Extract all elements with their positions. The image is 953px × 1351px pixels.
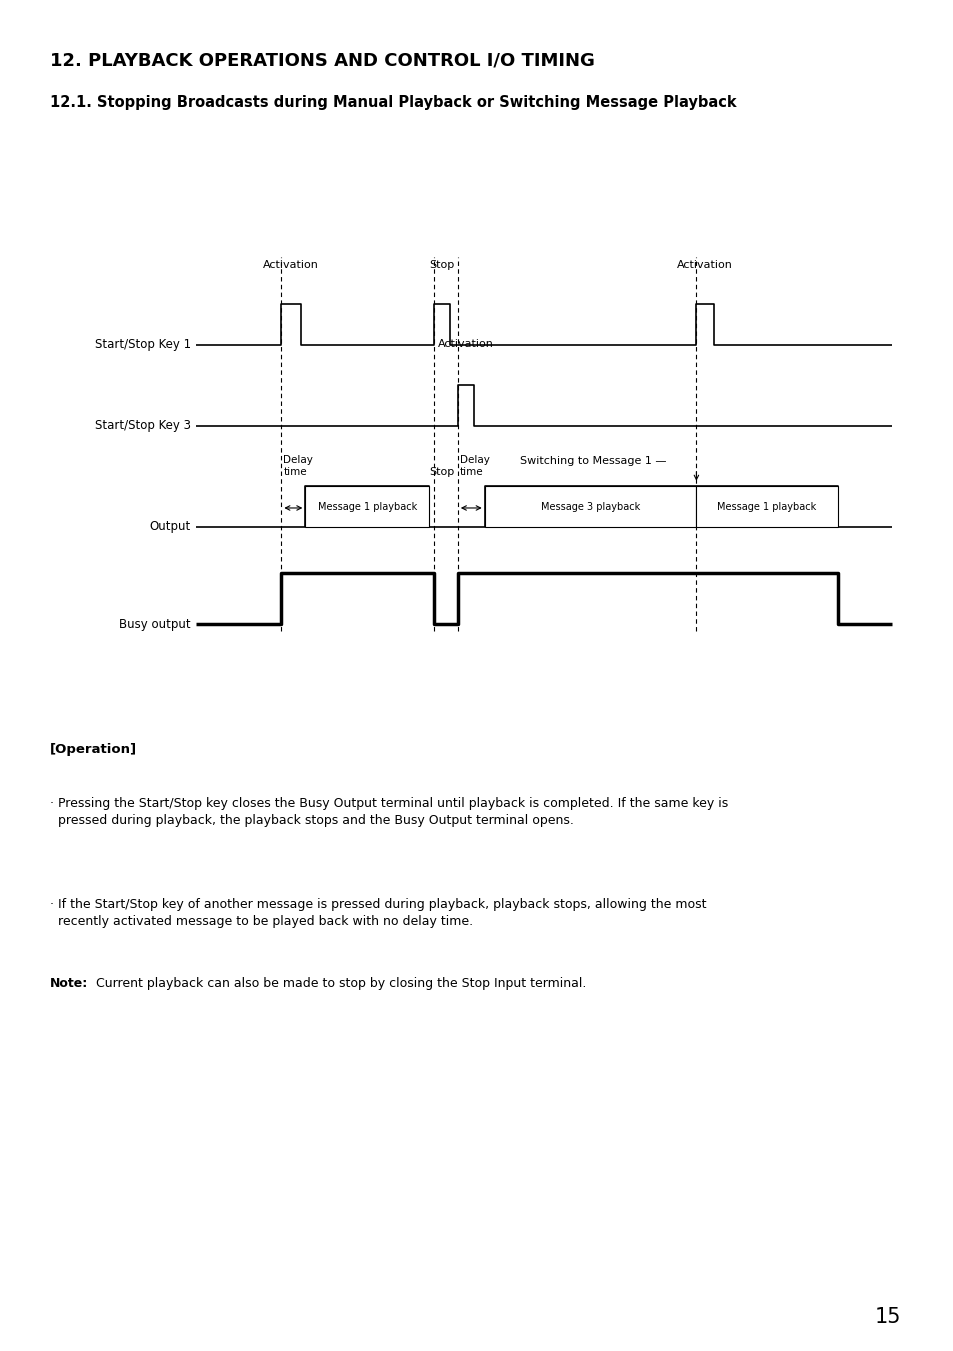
Text: Activation: Activation bbox=[263, 261, 318, 270]
Text: Stop: Stop bbox=[429, 261, 455, 270]
Text: Current playback can also be made to stop by closing the Stop Input terminal.: Current playback can also be made to sto… bbox=[91, 977, 585, 990]
Text: Switching to Message 1 —: Switching to Message 1 — bbox=[519, 457, 666, 466]
Text: · Pressing the Start/Stop key closes the Busy Output terminal until playback is : · Pressing the Start/Stop key closes the… bbox=[50, 797, 727, 827]
Text: Message 1 playback: Message 1 playback bbox=[317, 501, 416, 512]
Text: Start/Stop Key 1: Start/Stop Key 1 bbox=[94, 338, 191, 351]
Bar bbox=[696, 486, 837, 527]
Text: 12.1. Stopping Broadcasts during Manual Playback or Switching Message Playback: 12.1. Stopping Broadcasts during Manual … bbox=[50, 95, 736, 109]
Text: Busy output: Busy output bbox=[119, 617, 191, 631]
Text: Delay
time: Delay time bbox=[283, 455, 313, 477]
Text: Note:: Note: bbox=[50, 977, 88, 990]
Text: Delay
time: Delay time bbox=[459, 455, 489, 477]
Bar bbox=[484, 486, 696, 527]
Text: Activation: Activation bbox=[677, 261, 732, 270]
Text: [Operation]: [Operation] bbox=[50, 743, 136, 757]
Text: · If the Start/Stop key of another message is pressed during playback, playback : · If the Start/Stop key of another messa… bbox=[50, 898, 705, 928]
Text: Activation: Activation bbox=[437, 339, 494, 349]
Text: Stop: Stop bbox=[429, 467, 455, 477]
Text: Message 1 playback: Message 1 playback bbox=[717, 501, 816, 512]
Bar bbox=[305, 486, 429, 527]
Text: Output: Output bbox=[150, 520, 191, 534]
Text: 12. PLAYBACK OPERATIONS AND CONTROL I/O TIMING: 12. PLAYBACK OPERATIONS AND CONTROL I/O … bbox=[50, 51, 594, 69]
Text: Message 3 playback: Message 3 playback bbox=[540, 501, 639, 512]
Text: 15: 15 bbox=[874, 1306, 901, 1327]
Text: Start/Stop Key 3: Start/Stop Key 3 bbox=[94, 419, 191, 432]
